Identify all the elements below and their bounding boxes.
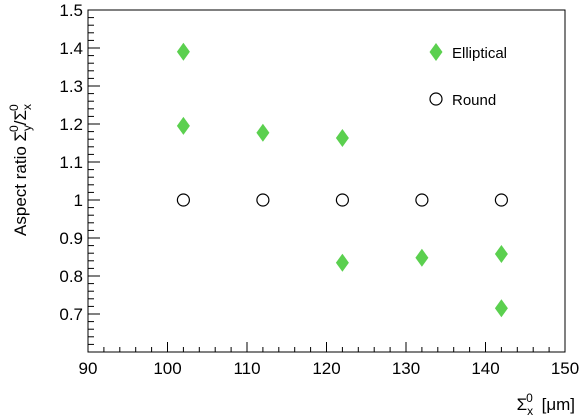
legend-marker-round	[429, 92, 443, 106]
elliptical-point	[335, 129, 349, 148]
y-tick-label: 1.4	[59, 39, 83, 58]
round-point	[256, 193, 270, 207]
y-tick-label: 1.1	[59, 153, 83, 172]
round-point	[335, 193, 349, 207]
round-point	[494, 193, 508, 207]
elliptical-point	[415, 248, 429, 267]
y-axis-label: Aspect ratio Σy0/Σx0	[7, 104, 34, 236]
round-point	[176, 193, 190, 207]
x-tick-label: 90	[79, 359, 98, 378]
elliptical-point	[335, 253, 349, 272]
x-tick-label: 110	[233, 359, 260, 378]
elliptical-point	[494, 244, 508, 263]
elliptical-point	[494, 299, 508, 318]
y-tick-label: 0.8	[59, 267, 83, 286]
round-point	[415, 193, 429, 207]
x-tick-label: 100	[153, 359, 181, 378]
x-axis-label: Σx0 [μm]	[517, 391, 575, 418]
y-tick-label: 0.9	[59, 229, 83, 248]
y-tick-label: 0.7	[59, 305, 83, 324]
legend-marker-elliptical	[429, 43, 443, 61]
y-tick-label: 1.5	[59, 1, 83, 20]
y-tick-label: 1.3	[59, 77, 83, 96]
elliptical-point	[176, 42, 190, 61]
y-tick-label: 1.2	[59, 115, 83, 134]
elliptical-point	[176, 116, 190, 135]
x-tick-label: 140	[471, 359, 499, 378]
legend-label: Elliptical	[452, 45, 507, 62]
x-tick-label: 130	[392, 359, 420, 378]
x-tick-label: 120	[312, 359, 340, 378]
legend-label: Round	[452, 92, 496, 109]
x-tick-label: 150	[551, 359, 579, 378]
elliptical-point	[256, 123, 270, 142]
y-tick-label: 1	[74, 191, 83, 210]
